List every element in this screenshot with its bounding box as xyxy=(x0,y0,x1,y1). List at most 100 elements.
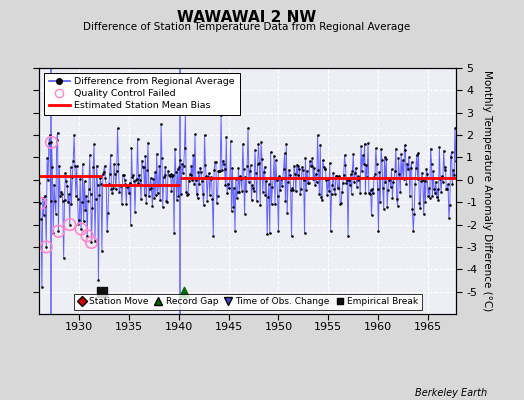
Point xyxy=(40,192,49,199)
Point xyxy=(211,158,219,165)
Point xyxy=(237,176,245,182)
Point xyxy=(246,168,254,174)
Point xyxy=(151,192,160,198)
Point xyxy=(63,182,71,189)
Point xyxy=(127,145,136,151)
Point xyxy=(126,179,134,186)
Point xyxy=(223,190,231,196)
Point xyxy=(342,179,351,186)
Point xyxy=(44,177,52,183)
Point xyxy=(50,181,58,188)
Point xyxy=(111,171,119,178)
Point xyxy=(289,186,298,193)
Point xyxy=(390,175,398,181)
Point xyxy=(35,180,43,186)
Point xyxy=(193,194,202,201)
Point xyxy=(297,186,305,192)
Point xyxy=(250,188,258,194)
Point xyxy=(139,164,147,170)
Point xyxy=(382,156,390,162)
Point xyxy=(292,188,300,195)
Point xyxy=(341,152,349,158)
Point xyxy=(359,160,368,167)
Point xyxy=(376,199,385,205)
Point xyxy=(407,159,416,165)
Point xyxy=(202,173,211,180)
Point xyxy=(340,172,348,178)
Point xyxy=(353,183,361,190)
Point xyxy=(248,182,257,189)
Point xyxy=(421,198,430,205)
Point xyxy=(74,221,83,228)
Point xyxy=(288,185,297,191)
Point xyxy=(49,230,58,237)
Point xyxy=(134,180,143,186)
Point xyxy=(336,201,344,207)
Point xyxy=(48,163,57,170)
Point xyxy=(184,190,192,197)
Point xyxy=(271,201,279,207)
Point xyxy=(179,170,187,176)
Point xyxy=(209,232,217,239)
Point xyxy=(134,135,142,142)
Point xyxy=(144,140,152,146)
Point xyxy=(122,200,130,207)
Point xyxy=(299,166,307,173)
Point xyxy=(410,211,418,217)
Point xyxy=(189,152,198,159)
Point xyxy=(259,188,267,195)
Point xyxy=(147,185,156,192)
Point xyxy=(123,184,132,190)
Point xyxy=(404,166,412,172)
Point xyxy=(449,167,457,173)
Point xyxy=(266,230,274,237)
Point xyxy=(332,172,340,179)
Point xyxy=(352,165,360,172)
Point xyxy=(414,149,423,156)
Point xyxy=(278,183,286,190)
Point xyxy=(190,181,198,188)
Point xyxy=(434,197,443,203)
Point xyxy=(394,155,402,162)
Point xyxy=(141,153,149,160)
Point xyxy=(110,161,118,168)
Point xyxy=(77,226,85,232)
Point xyxy=(114,160,123,167)
Point xyxy=(64,191,73,197)
Point xyxy=(159,204,167,210)
Point xyxy=(387,166,396,172)
Point xyxy=(276,187,285,193)
Point xyxy=(285,167,293,173)
Point xyxy=(212,159,220,165)
Point xyxy=(168,173,177,179)
Point xyxy=(300,177,308,183)
Point xyxy=(234,165,243,172)
Point xyxy=(423,170,431,177)
Point xyxy=(113,168,121,174)
Point xyxy=(381,178,390,185)
Point xyxy=(439,178,447,185)
Point xyxy=(159,174,168,180)
Point xyxy=(286,172,294,178)
Point xyxy=(98,288,106,295)
Point xyxy=(287,187,295,194)
Point xyxy=(397,151,405,157)
Point xyxy=(64,199,72,205)
Point xyxy=(135,172,144,178)
Point xyxy=(441,164,450,170)
Point xyxy=(405,154,413,160)
Point xyxy=(411,181,419,188)
Point xyxy=(229,204,237,210)
Point xyxy=(254,161,262,168)
Point xyxy=(241,174,249,180)
Point xyxy=(245,178,253,185)
Point xyxy=(290,162,298,169)
Point xyxy=(262,178,270,184)
Point xyxy=(225,185,233,191)
Point xyxy=(287,232,296,239)
Point xyxy=(445,215,453,222)
Point xyxy=(432,194,441,200)
Point xyxy=(54,228,63,234)
Point xyxy=(95,192,104,198)
Point xyxy=(118,201,126,208)
